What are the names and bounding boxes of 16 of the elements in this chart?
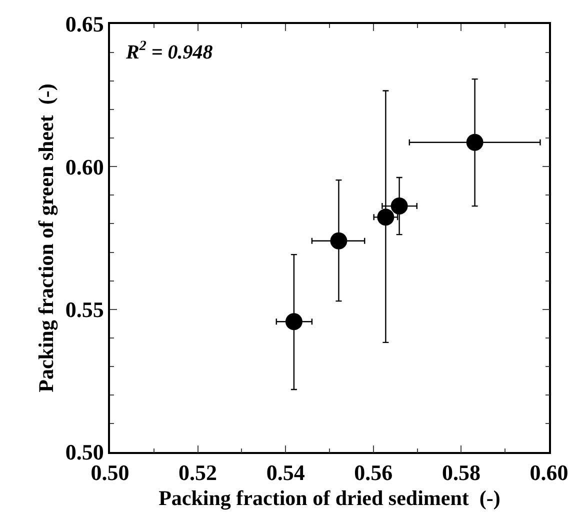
y-tick-label: 0.65	[65, 12, 104, 37]
x-tick-label: 0.58	[442, 460, 480, 486]
y-tick-label: 0.60	[65, 154, 104, 180]
x-tick-label: 0.60	[530, 460, 568, 486]
x-axis-title: Packing fraction of dried sediment (-)	[158, 486, 500, 510]
x-tick-label: 0.54	[266, 460, 305, 486]
point	[466, 134, 484, 151]
point	[285, 313, 302, 330]
y-axis-title: Packing fraction of green sheet (-)	[34, 84, 58, 392]
point	[377, 208, 394, 226]
x-tick-label: 0.56	[354, 460, 393, 486]
annotation: R$^{2}$ = 0.948	[125, 39, 213, 64]
point	[390, 198, 408, 215]
y-tick-label: 0.55	[65, 297, 104, 322]
x-tick-label: 0.52	[178, 460, 218, 486]
point	[330, 232, 348, 250]
